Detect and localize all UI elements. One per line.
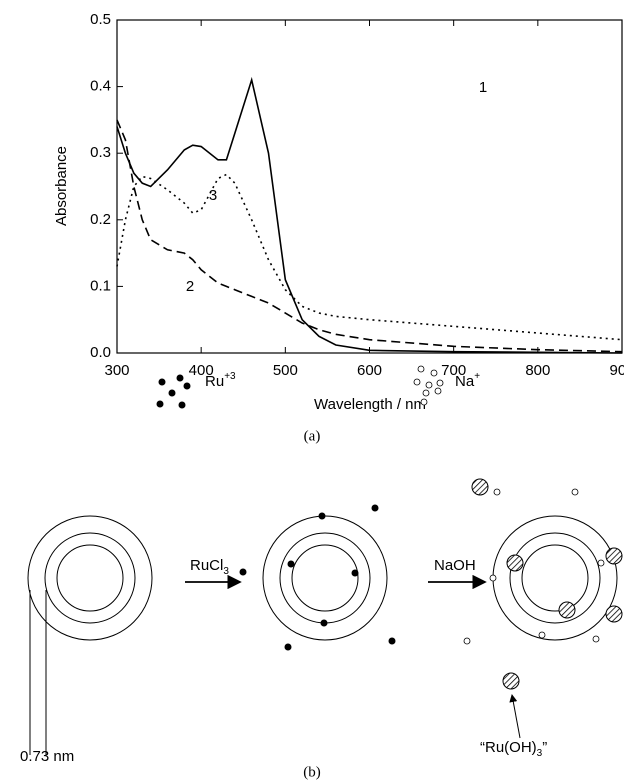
series-line	[116, 76, 623, 354]
ion	[318, 512, 326, 520]
y-tick-label: 0.1	[90, 277, 111, 294]
particle	[502, 672, 520, 690]
ion	[413, 378, 421, 386]
ion	[592, 635, 600, 643]
particle	[471, 478, 489, 496]
ring	[492, 515, 618, 641]
ion	[183, 382, 191, 390]
ion	[176, 374, 184, 382]
x-tick-label: 500	[273, 362, 298, 379]
x-tick-label: 300	[104, 362, 129, 379]
x-tick-label: 900	[609, 362, 624, 379]
ion	[436, 379, 444, 387]
spacing-label: 0.73 nm	[20, 748, 74, 765]
ion	[178, 401, 186, 409]
ion	[463, 637, 471, 645]
ion	[168, 389, 176, 397]
ion-label: Ru+3	[205, 371, 236, 390]
series-label: 3	[209, 187, 217, 204]
plot: Wavelength / nm Absorbance (a) 300 400 500…	[53, 11, 624, 444]
ion	[351, 569, 359, 577]
product-label: “Ru(OH)3”	[480, 739, 547, 759]
ion	[156, 400, 164, 408]
x-tick-label: 400	[189, 362, 214, 379]
caption: (b)	[303, 764, 321, 780]
ion	[284, 643, 292, 651]
series-line	[116, 119, 623, 353]
ion	[320, 619, 328, 627]
y-tick-label: 0.5	[90, 11, 111, 28]
caption: (a)	[304, 428, 321, 444]
y-tick-label: 0.0	[90, 344, 111, 361]
ion	[422, 389, 430, 397]
ion	[388, 637, 396, 645]
particle	[605, 547, 623, 565]
particle	[605, 605, 623, 623]
ion	[571, 488, 579, 496]
y-tick-label: 0.3	[90, 144, 111, 161]
diagram: Ru+3 Na+ 0.73 nm RuCl3 NaOH	[20, 365, 623, 780]
particle	[506, 554, 524, 572]
y-tick-label: 0.2	[90, 211, 111, 228]
x-tick-label: 700	[441, 362, 466, 379]
series-line	[116, 173, 623, 341]
ring	[56, 544, 124, 612]
ion	[434, 387, 442, 395]
step-label: NaOH	[434, 557, 476, 574]
series-label: 2	[186, 278, 194, 295]
ring	[27, 515, 153, 641]
arrow	[509, 694, 521, 739]
plot-frame	[116, 19, 623, 354]
ion	[287, 560, 295, 568]
ion	[489, 574, 497, 582]
ion-label: Na+	[455, 371, 480, 390]
ion	[420, 398, 428, 406]
ring	[509, 532, 601, 624]
ring	[279, 532, 371, 624]
step-label: RuCl3	[190, 557, 229, 577]
ring	[44, 532, 136, 624]
ion	[239, 568, 247, 576]
ion	[538, 631, 546, 639]
ion	[371, 504, 379, 512]
x-axis-title: Wavelength / nm	[314, 396, 426, 413]
x-tick-label: 800	[525, 362, 550, 379]
ring	[291, 544, 359, 612]
ring	[521, 544, 589, 612]
ion	[158, 378, 166, 386]
series-label: 1	[479, 79, 487, 96]
ion	[425, 381, 433, 389]
particle	[558, 601, 576, 619]
ion	[493, 488, 501, 496]
y-tick-label: 0.4	[90, 78, 111, 95]
ion	[430, 369, 438, 377]
ion	[597, 559, 605, 567]
ion	[417, 365, 425, 373]
y-axis-title: Absorbance	[53, 146, 70, 226]
x-tick-label: 600	[357, 362, 382, 379]
